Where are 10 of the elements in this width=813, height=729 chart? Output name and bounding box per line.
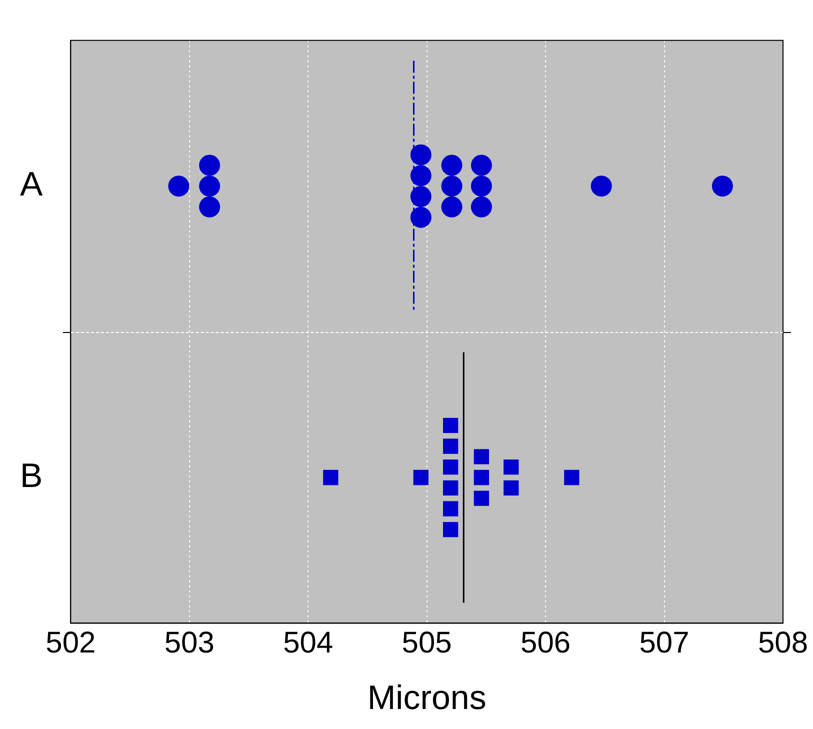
x-tick-label: 502 — [46, 626, 96, 660]
x-axis-title: Microns — [367, 678, 486, 717]
x-tick-label: 508 — [758, 626, 808, 660]
x-tick-label: 506 — [520, 626, 571, 660]
x-tick-label: 504 — [283, 626, 334, 660]
x-tick-label: 507 — [639, 626, 690, 660]
x-tick-label: 503 — [164, 626, 214, 660]
y-tick-label: A — [20, 165, 43, 204]
y-tick-label: B — [20, 456, 43, 495]
x-tick-label: 505 — [402, 626, 452, 660]
